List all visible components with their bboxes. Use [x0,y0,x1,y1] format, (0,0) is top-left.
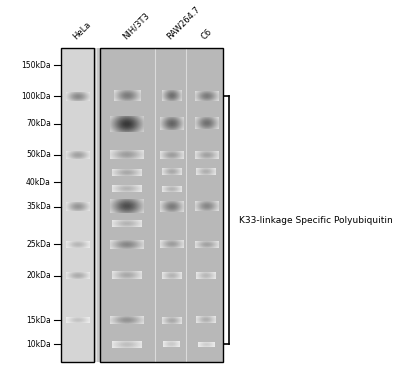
Text: 50kDa: 50kDa [26,150,51,159]
Text: K33-linkage Specific Polyubiquitin: K33-linkage Specific Polyubiquitin [239,216,393,225]
Text: 70kDa: 70kDa [26,119,51,128]
Text: HeLa: HeLa [71,20,92,41]
Text: 40kDa: 40kDa [26,178,51,187]
Text: 20kDa: 20kDa [26,271,51,280]
Bar [61,48,94,362]
Bar [61,48,94,362]
Text: RAW264.7: RAW264.7 [165,4,202,41]
Text: C6: C6 [200,27,214,41]
Text: 150kDa: 150kDa [21,61,51,70]
Text: 10kDa: 10kDa [26,340,51,349]
Text: NIH/3T3: NIH/3T3 [120,11,151,41]
Text: 15kDa: 15kDa [26,316,51,325]
Bar [100,48,223,362]
Text: 35kDa: 35kDa [26,202,51,211]
Bar [100,48,223,362]
Text: 100kDa: 100kDa [21,92,51,101]
Text: 25kDa: 25kDa [26,240,51,249]
Bar [61,48,223,362]
